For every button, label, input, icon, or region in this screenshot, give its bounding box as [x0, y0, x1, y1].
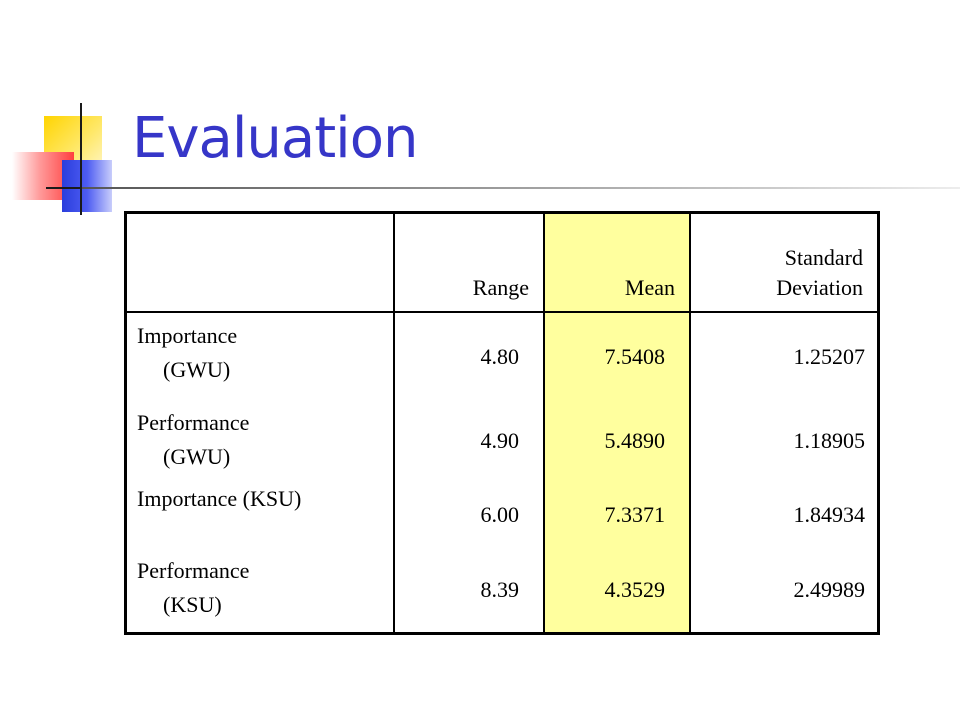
sd-value: 1.25207 — [793, 343, 866, 369]
row-label: Performance (GWU) — [127, 400, 395, 482]
table-row: Importance (GWU) 4.80 7.5408 1.25207 — [127, 312, 877, 400]
logo-vertical-line — [80, 103, 82, 215]
title-underline-rule — [82, 187, 960, 189]
row-label-line2: (KSU) — [163, 592, 222, 617]
row-label-line2: (GWU) — [163, 357, 231, 382]
mean-value: 5.4890 — [544, 400, 691, 482]
range-value: 8.39 — [394, 548, 545, 632]
slide-logo-decoration — [0, 0, 140, 220]
statistics-table-frame: Range Mean Standard Deviation Importance… — [124, 211, 880, 635]
header-mean: Mean — [544, 214, 691, 313]
sd-value: 1.18905 — [793, 428, 866, 453]
logo-blue-square — [62, 160, 112, 212]
table-row: Performance (KSU) 8.39 4.3529 2.49989 — [127, 548, 877, 632]
table-row: Performance (GWU) 4.90 5.4890 1.18905 — [127, 400, 877, 482]
mean-value: 7.3371 — [544, 482, 691, 548]
row-label-line1: Importance (KSU) — [137, 486, 302, 511]
mean-value: 7.5408 — [544, 312, 691, 400]
range-value: 6.00 — [394, 482, 545, 548]
range-value: 4.80 — [394, 312, 545, 400]
row-label-line1: Importance — [137, 323, 238, 348]
mean-value: 4.3529 — [544, 548, 691, 632]
sd-value: 1.84934 — [793, 502, 866, 527]
slide-title: Evaluation — [132, 106, 418, 171]
row-label: Performance (KSU) — [127, 548, 395, 632]
table-header-row: Range Mean Standard Deviation — [127, 214, 877, 313]
row-label: Importance (GWU) — [127, 312, 395, 400]
header-range: Range — [394, 214, 545, 313]
row-label-line1: Performance — [137, 558, 250, 583]
row-label: Importance (KSU) — [127, 482, 395, 548]
header-label-cell — [127, 214, 395, 313]
header-standard-deviation: Standard Deviation — [690, 214, 877, 313]
row-label-line1: Performance — [137, 410, 250, 435]
sd-value: 2.49989 — [793, 577, 866, 602]
header-sd-line1: Standard — [784, 245, 863, 270]
header-sd-line2: Deviation — [776, 275, 863, 300]
statistics-table: Range Mean Standard Deviation Importance… — [127, 214, 877, 632]
range-value: 4.90 — [394, 400, 545, 482]
row-label-line2: (GWU) — [163, 444, 231, 469]
table-row: Importance (KSU) 6.00 7.3371 1.84934 — [127, 482, 877, 548]
